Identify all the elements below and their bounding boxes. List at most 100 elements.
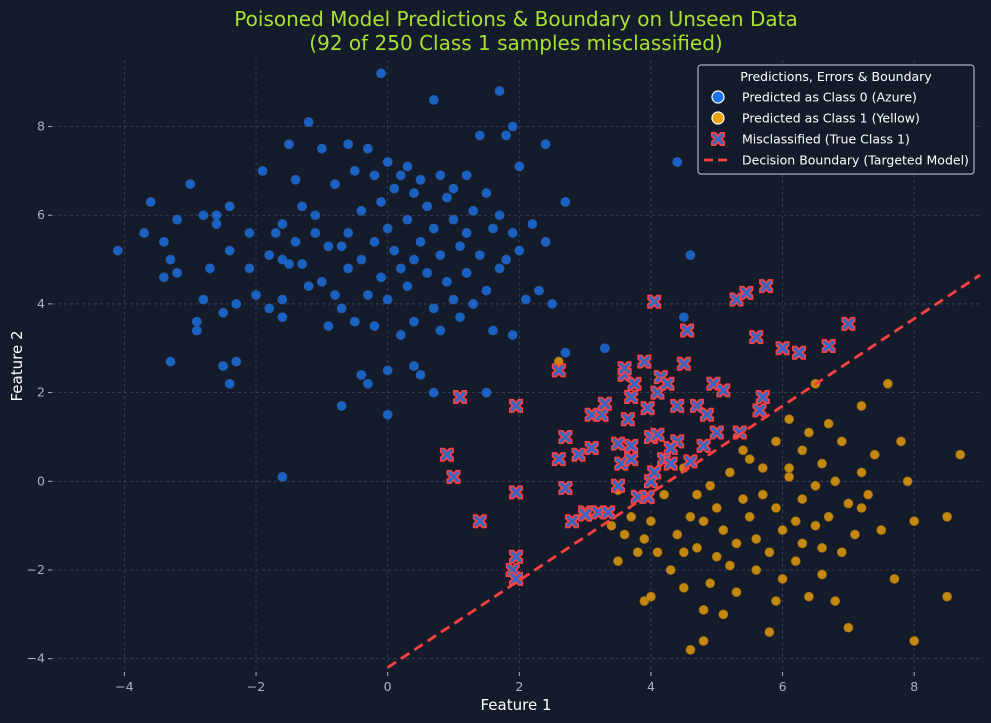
y-tick-label: −2: [27, 562, 45, 577]
class0-point: [376, 272, 386, 283]
class1-point: [711, 503, 722, 513]
x-tick-label: 8: [910, 679, 918, 694]
class0-point: [514, 245, 525, 256]
class0-point: [369, 170, 380, 181]
legend-entry-label: Predicted as Class 0 (Azure): [742, 90, 917, 105]
y-tick-label: 8: [37, 119, 45, 134]
misclassified-point: [472, 514, 487, 529]
class0-point: [277, 294, 288, 305]
class1-point: [803, 591, 814, 602]
class1-point: [902, 476, 913, 487]
class0-point: [402, 161, 413, 172]
class1-point: [613, 556, 623, 567]
y-tick-label: −4: [27, 651, 45, 666]
x-tick-label: −4: [115, 679, 133, 694]
class1-point: [882, 378, 893, 389]
class0-point: [316, 276, 327, 287]
class0-point: [343, 263, 354, 274]
class0-point: [382, 365, 393, 376]
class1-point: [685, 644, 696, 655]
misclassified-point: [611, 436, 626, 451]
class0-point: [369, 321, 380, 331]
class0-point: [441, 192, 452, 203]
class1-point: [672, 529, 683, 540]
class0-point: [455, 241, 465, 252]
class0-point: [685, 250, 696, 261]
class0-point: [303, 281, 314, 292]
class1-point: [646, 516, 656, 527]
class0-point: [422, 201, 433, 212]
misclassified-point: [752, 403, 767, 418]
chart-title: Poisoned Model Predictions & Boundary on…: [234, 7, 797, 31]
misclassified-point: [775, 341, 790, 356]
class0-point: [409, 254, 419, 265]
class1-point: [698, 605, 709, 615]
class0-point: [395, 330, 406, 340]
class0-point: [158, 236, 169, 247]
class0-point: [448, 214, 459, 225]
class1-point: [744, 454, 755, 465]
class0-point: [284, 259, 294, 269]
class1-point: [725, 560, 735, 571]
class0-point: [172, 214, 182, 225]
class1-point: [757, 463, 768, 473]
class0-point: [277, 312, 288, 323]
class1-point: [626, 511, 637, 522]
class0-point: [455, 312, 465, 323]
class0-point: [474, 250, 485, 261]
class0-point: [257, 165, 268, 176]
class1-point: [784, 414, 795, 425]
class0-point: [540, 139, 551, 150]
class0-point: [224, 378, 235, 389]
class0-point: [277, 219, 288, 229]
class0-point: [540, 236, 551, 247]
class0-point: [494, 210, 505, 221]
misclassified-point: [663, 456, 678, 471]
class0-point: [501, 254, 512, 265]
class1-point: [777, 525, 788, 535]
misclassified-point: [564, 514, 579, 529]
class1-point: [678, 547, 689, 558]
class0-point: [349, 165, 360, 176]
class1-point: [731, 538, 742, 549]
class1-point: [632, 547, 643, 558]
class0-point: [382, 157, 393, 167]
misclassified-point: [647, 294, 662, 309]
misclassified-point: [611, 478, 626, 493]
y-tick-label: 4: [37, 296, 45, 311]
misclassified-point: [620, 412, 635, 427]
class1-point: [659, 489, 669, 500]
class0-point: [461, 228, 472, 238]
class0-point: [145, 197, 156, 207]
class1-point: [771, 596, 781, 606]
class1-point: [646, 591, 656, 602]
class1-point: [823, 511, 834, 522]
misclassified-point: [739, 285, 754, 300]
class0-point: [349, 316, 360, 327]
class1-point: [942, 511, 952, 522]
class1-point: [705, 578, 716, 589]
misclassified-point: [759, 279, 774, 294]
class1-point: [797, 494, 808, 504]
class0-point: [310, 210, 321, 221]
class0-point: [494, 263, 505, 274]
class0-point: [323, 321, 334, 331]
class1-point: [718, 609, 729, 620]
class0-point: [402, 214, 413, 225]
class1-point: [823, 418, 834, 429]
class0-point: [270, 228, 281, 238]
class1-point: [955, 449, 966, 460]
class1-point: [810, 520, 821, 531]
class0-point: [330, 290, 340, 300]
class0-point: [409, 188, 419, 198]
class0-point: [560, 197, 571, 207]
class0-point: [415, 369, 426, 380]
class0-point: [198, 294, 209, 305]
class1-point: [725, 467, 735, 478]
class0-point: [415, 236, 426, 247]
misclassified-point: [597, 396, 612, 411]
class1-point: [856, 401, 867, 411]
chart-subtitle: (92 of 250 Class 1 samples misclassified…: [309, 31, 722, 55]
class0-point: [488, 223, 498, 234]
class0-point: [369, 236, 380, 247]
